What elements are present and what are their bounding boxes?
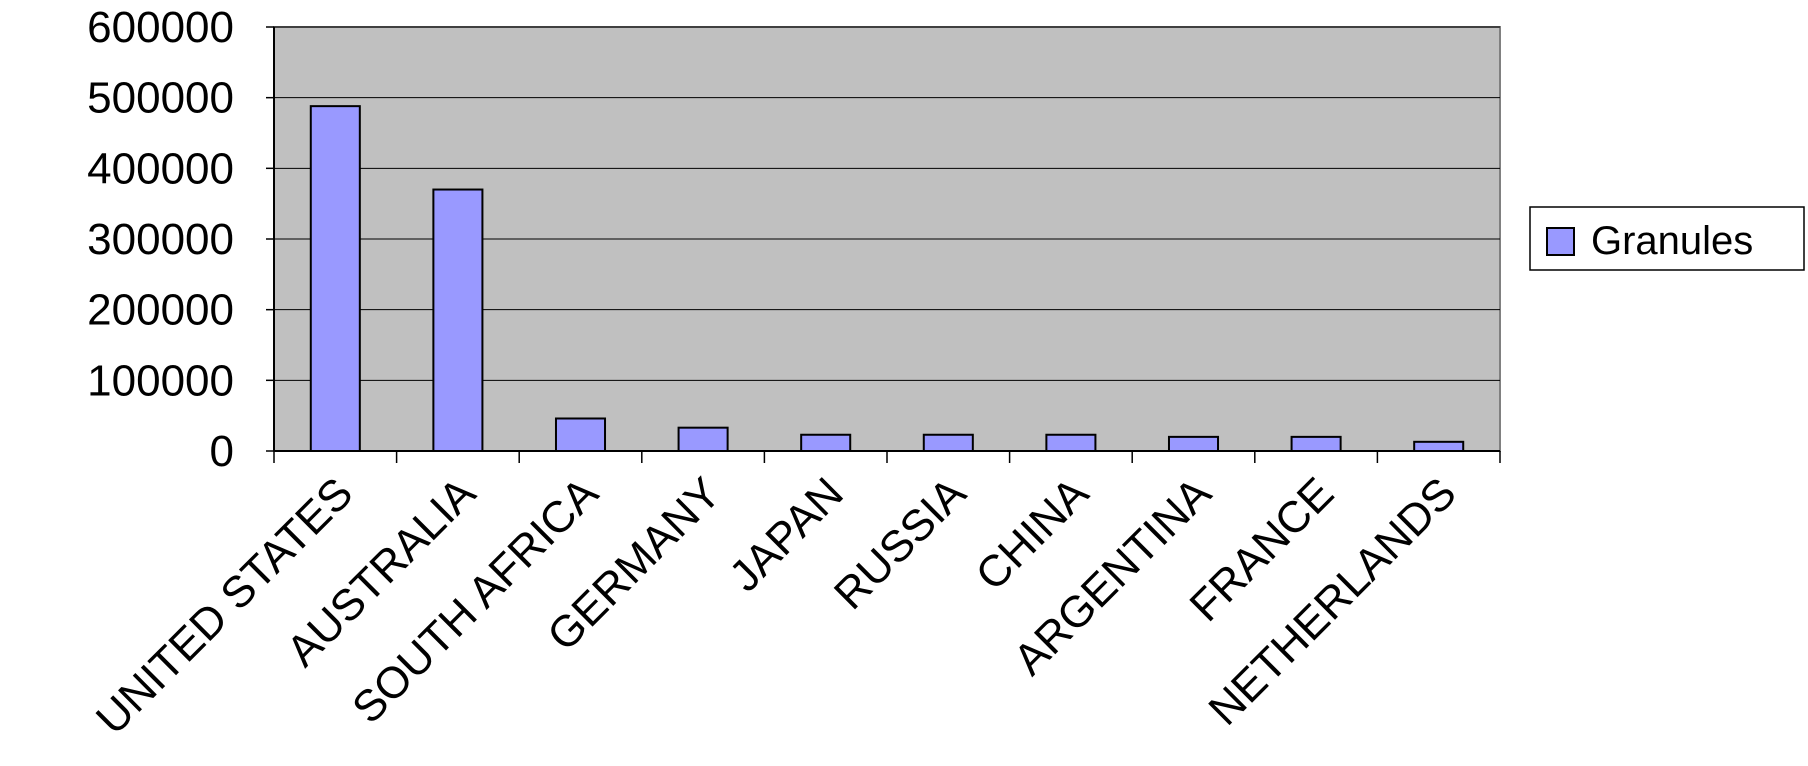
bar-united-states <box>309 105 361 452</box>
y-tick-label: 400000 <box>87 144 234 193</box>
x-tick-label: RUSSIA <box>825 468 976 619</box>
y-tick-label: 500000 <box>87 74 234 123</box>
bar-france <box>1290 435 1342 453</box>
bar-germany <box>677 426 729 452</box>
bar-south-africa <box>554 417 607 453</box>
bar-argentina <box>1167 435 1220 453</box>
bar-russia <box>922 433 974 453</box>
bar-netherlands <box>1413 440 1465 452</box>
y-axis-ticks: 0 100000 200000 300000 400000 500000 600000 <box>87 3 274 476</box>
bars <box>309 105 1465 453</box>
y-tick-label: 600000 <box>87 3 234 52</box>
y-tick-label: 100000 <box>87 356 234 405</box>
y-tick-label: 0 <box>210 427 234 476</box>
y-tick-label: 200000 <box>87 286 234 335</box>
legend: Granules <box>1529 206 1805 271</box>
legend-label: Granules <box>1591 219 1753 263</box>
bar-china <box>1045 433 1097 453</box>
y-tick-label: 300000 <box>87 215 234 264</box>
legend-box <box>1529 206 1805 271</box>
legend-swatch <box>1546 227 1575 256</box>
bar-japan <box>800 433 852 453</box>
bar-australia <box>432 188 484 453</box>
